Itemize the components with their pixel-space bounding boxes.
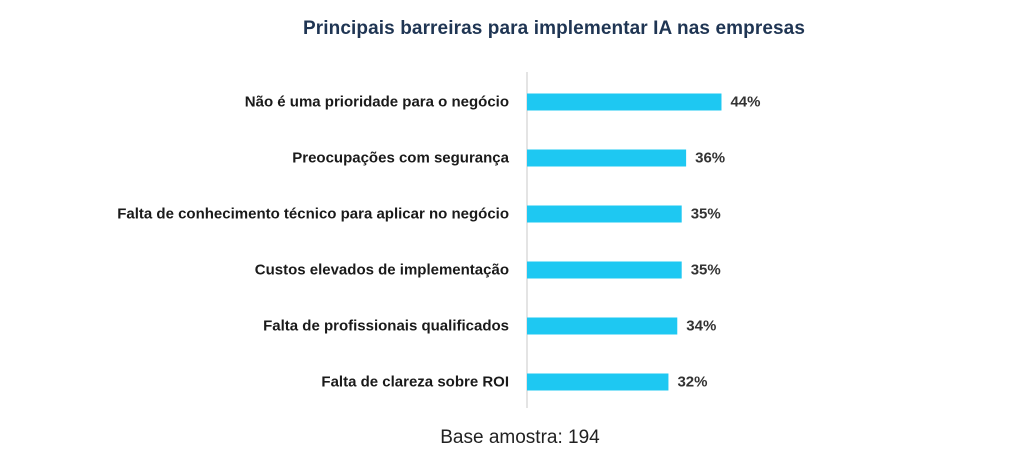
bar <box>527 93 722 111</box>
data-label: 35% <box>691 262 721 279</box>
category-label: Falta de profissionais qualificados <box>263 318 509 335</box>
bar <box>527 261 682 279</box>
data-label: 44% <box>730 94 760 111</box>
sample-base-note: Base amostra: 194 <box>440 427 600 448</box>
category-label: Falta de clareza sobre ROI <box>321 374 509 391</box>
bars-group: Não é uma prioridade para o negócio 44% Pr… <box>117 93 761 391</box>
data-label: 36% <box>695 150 725 167</box>
category-label: Custos elevados de implementação <box>255 262 509 279</box>
bar <box>527 317 678 335</box>
category-label: Falta de conhecimento técnico para aplic… <box>117 206 509 223</box>
data-label: 35% <box>691 206 721 223</box>
data-label: 32% <box>677 374 707 391</box>
category-label: Preocupações com segurança <box>292 150 509 167</box>
chart-title: Principais barreiras para implementar IA… <box>303 18 805 39</box>
bar <box>527 205 682 223</box>
category-label: Não é uma prioridade para o negócio <box>245 94 509 111</box>
bar <box>527 373 669 391</box>
bar <box>527 149 687 167</box>
data-label: 34% <box>686 318 716 335</box>
